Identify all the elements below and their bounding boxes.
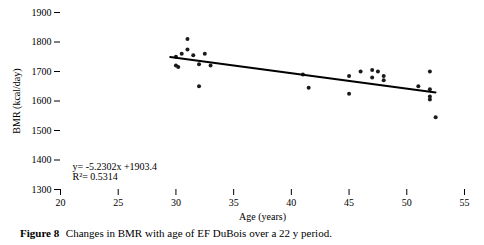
svg-text:50: 50	[402, 197, 412, 208]
svg-text:Age (years): Age (years)	[239, 211, 286, 223]
svg-text:1800: 1800	[32, 36, 52, 47]
svg-text:1900: 1900	[32, 7, 52, 18]
svg-text:1300: 1300	[32, 184, 52, 195]
svg-text:55: 55	[460, 197, 470, 208]
svg-text:30: 30	[171, 197, 181, 208]
svg-text:45: 45	[344, 197, 354, 208]
svg-text:BMR (kcal/day): BMR (kcal/day)	[11, 68, 23, 133]
svg-text:1600: 1600	[32, 95, 52, 106]
html-text:Figure 8: Figure 8	[20, 227, 60, 239]
svg-text:25: 25	[113, 197, 123, 208]
html-text:Changes in BMR with age of EF: Changes in BMR with age of EF DuBois ove…	[65, 227, 332, 239]
svg-text:35: 35	[229, 197, 239, 208]
svg-text:40: 40	[286, 197, 296, 208]
svg-text:20: 20	[56, 197, 66, 208]
svg-text:1500: 1500	[32, 125, 52, 136]
svg-text:y= -5.2302x +1903.4R²= 0.5314: y= -5.2302x +1903.4R²= 0.5314	[73, 161, 158, 182]
svg-text:1700: 1700	[32, 66, 52, 77]
svg-text:1400: 1400	[32, 154, 52, 165]
